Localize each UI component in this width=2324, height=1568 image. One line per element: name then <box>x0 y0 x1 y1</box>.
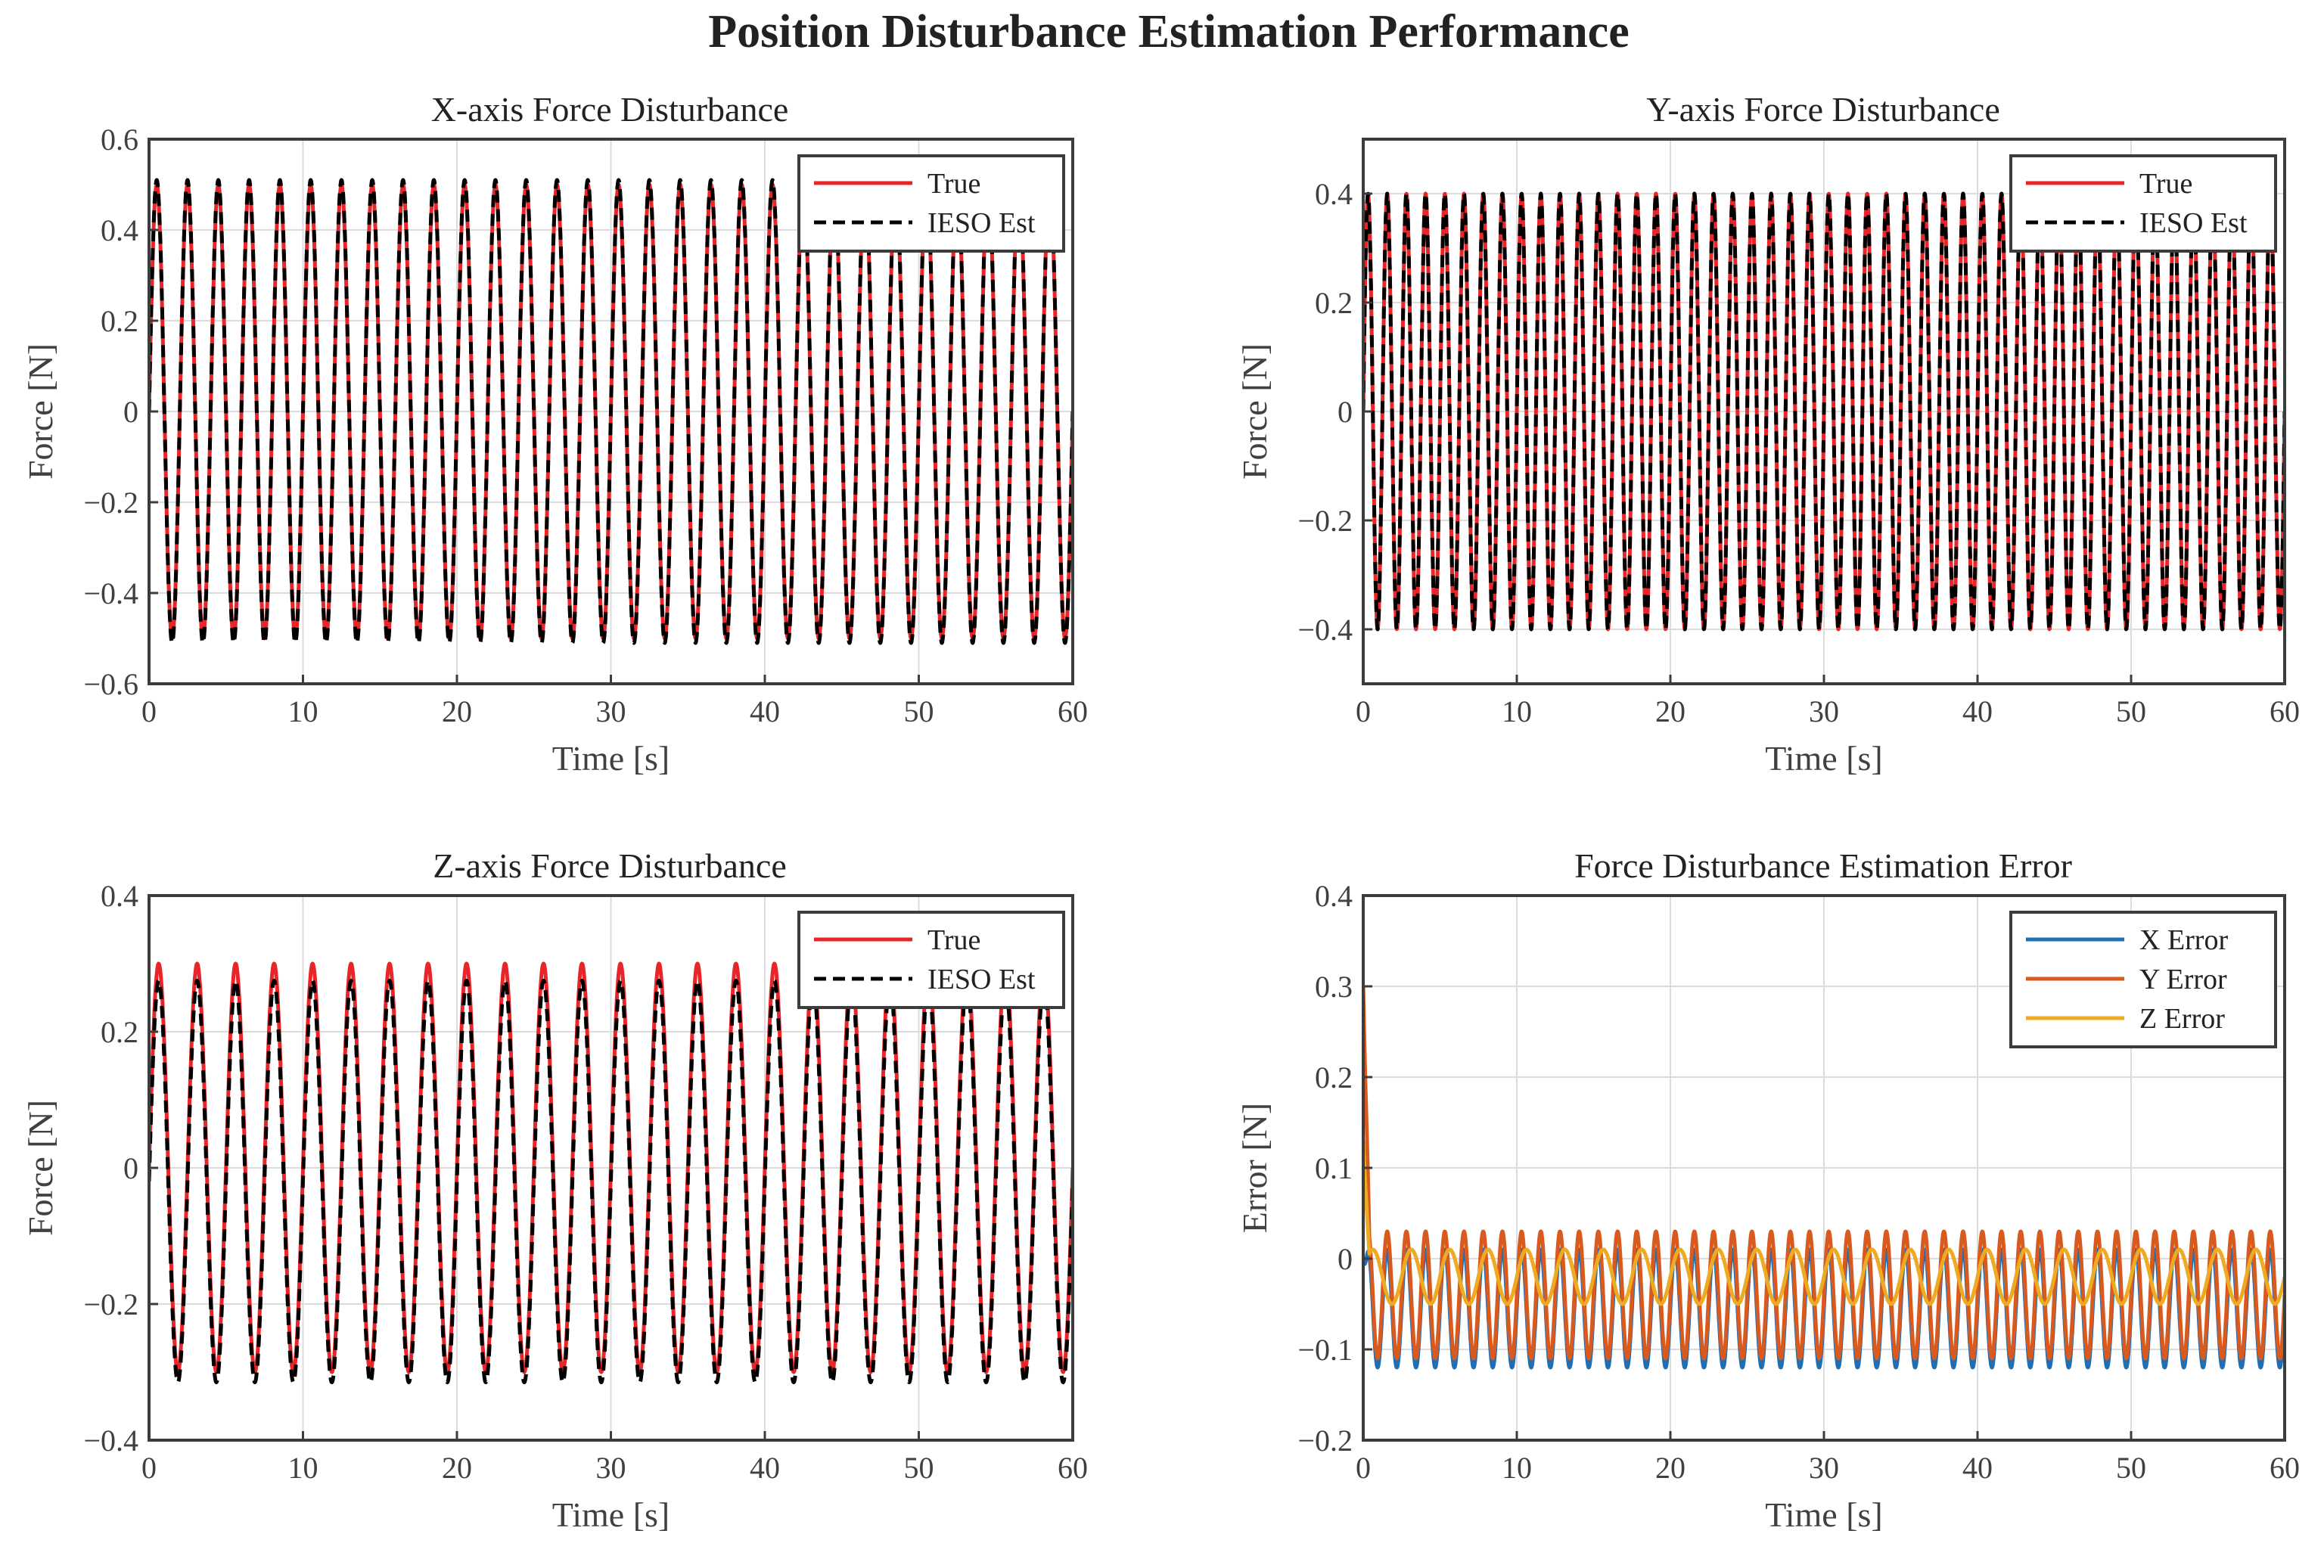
legend-label: IESO Est <box>927 964 1036 995</box>
y-tick-label: 0.2 <box>1315 286 1353 320</box>
x-tick-label: 20 <box>442 1451 472 1485</box>
x-tick-label: 30 <box>1809 694 1839 728</box>
y-tick-label: 0.2 <box>101 1015 138 1049</box>
y-tick-label: 0.6 <box>101 123 138 157</box>
x-axis-label: Time [s] <box>552 1495 670 1534</box>
x-tick-label: 40 <box>1962 694 1993 728</box>
legend-box <box>797 154 1065 253</box>
series-line-y-error <box>1363 986 2285 1361</box>
x-axis-label: Time [s] <box>552 739 670 778</box>
x-tick-label: 40 <box>750 694 780 728</box>
y-tick-label: 0.4 <box>101 213 138 247</box>
legend-label: True <box>2139 168 2192 200</box>
x-tick-label: 30 <box>596 694 626 728</box>
legend: X Error Y Error Z Error <box>2009 911 2277 1048</box>
y-tick-label: −0.2 <box>1297 1424 1353 1458</box>
x-tick-label: 60 <box>2270 1451 2300 1485</box>
panel-y-axis-force: Y-axis Force Disturbance 0 10 20 30 40 50 60 −0… <box>1235 90 2300 778</box>
x-axis-label: Time [s] <box>1765 1495 1883 1534</box>
y-axis-label: Force [N] <box>21 343 60 480</box>
y-tick-label: −0.2 <box>83 1287 138 1321</box>
y-axis-label: Force [N] <box>21 1100 60 1236</box>
y-tick-label: −0.6 <box>83 667 138 701</box>
y-tick-label: 0.1 <box>1315 1151 1353 1185</box>
y-tick-label: 0.2 <box>101 304 138 338</box>
ticks: 0 10 20 30 40 50 60 −0.6 −0.4 −0.2 0 0.2 0.4 0.6 <box>83 123 1088 728</box>
y-tick-label: 0.2 <box>1315 1060 1353 1094</box>
y-tick-label: 0 <box>123 395 138 429</box>
x-tick-label: 40 <box>750 1451 780 1485</box>
y-tick-label: 0 <box>1338 1242 1353 1276</box>
x-tick-label: 10 <box>288 694 318 728</box>
y-tick-label: −0.4 <box>83 576 138 610</box>
ticks: 0 10 20 30 40 50 60 −0.4 −0.2 0 0.2 0.4 <box>1297 177 2300 728</box>
x-tick-label: 50 <box>904 1451 934 1485</box>
series-group <box>149 961 1073 1384</box>
x-tick-label: 20 <box>1655 1451 1686 1485</box>
x-tick-label: 0 <box>141 694 157 728</box>
figure-title: Position Disturbance Estimation Performa… <box>708 6 1629 57</box>
x-tick-label: 10 <box>288 1451 318 1485</box>
ticks: 0 10 20 30 40 50 60 −0.4 −0.2 0 0.2 0.4 <box>83 879 1088 1485</box>
x-tick-label: 30 <box>596 1451 626 1485</box>
legend: True IESO Est <box>2009 154 2277 253</box>
legend-label: X Error <box>2139 924 2228 956</box>
legend-label: IESO Est <box>927 207 1036 239</box>
legend: True IESO Est <box>797 154 1065 253</box>
legend-label: True <box>927 168 980 200</box>
y-tick-label: 0 <box>123 1151 138 1185</box>
series-line-z-error <box>1363 1140 2285 1306</box>
x-axis-label: Time [s] <box>1765 739 1883 778</box>
y-tick-label: −0.2 <box>83 486 138 520</box>
panel-title: Y-axis Force Disturbance <box>1646 90 2000 129</box>
panel-title: X-axis Force Disturbance <box>431 90 789 129</box>
x-tick-label: 0 <box>141 1451 157 1485</box>
legend-label: Z Error <box>2139 1003 2225 1035</box>
legend-box <box>2009 154 2277 253</box>
x-tick-label: 50 <box>2116 1451 2146 1485</box>
y-tick-label: −0.4 <box>83 1424 138 1458</box>
legend-label: Y Error <box>2139 964 2227 995</box>
y-tick-label: 0.4 <box>1315 879 1353 913</box>
legend-label: True <box>927 924 980 956</box>
panel-title: Z-axis Force Disturbance <box>433 846 787 885</box>
ticks: 0 10 20 30 40 50 60 −0.2 −0.1 0 0.1 0.2 0.3 0.4 <box>1297 879 2300 1485</box>
series-line-ieso-est <box>149 979 1073 1384</box>
x-tick-label: 20 <box>442 694 472 728</box>
x-tick-label: 0 <box>1356 694 1371 728</box>
legend-box <box>797 911 1065 1009</box>
y-tick-label: −0.4 <box>1297 613 1353 647</box>
y-tick-label: −0.1 <box>1297 1333 1353 1367</box>
x-tick-label: 40 <box>1962 1451 1993 1485</box>
x-tick-label: 10 <box>1502 694 1532 728</box>
series-group <box>1363 986 2285 1370</box>
panel-title: Force Disturbance Estimation Error <box>1574 846 2072 885</box>
x-tick-label: 60 <box>2270 694 2300 728</box>
y-tick-label: −0.2 <box>1297 504 1353 538</box>
x-tick-label: 60 <box>1058 1451 1088 1485</box>
series-group <box>1363 191 2285 632</box>
y-axis-label: Force [N] <box>1235 343 1274 480</box>
legend-label: IESO Est <box>2139 207 2248 239</box>
x-tick-label: 50 <box>904 694 934 728</box>
panel-estimation-error: Force Disturbance Estimation Error 0 10 20… <box>1235 846 2300 1534</box>
series-group <box>149 178 1073 645</box>
y-tick-label: 0.4 <box>1315 177 1353 211</box>
series-line-ieso-est <box>149 178 1073 645</box>
x-tick-label: 10 <box>1502 1451 1532 1485</box>
y-tick-label: 0 <box>1338 395 1353 429</box>
panel-x-axis-force: X-axis Force Disturbance 0 10 20 30 40 50 60 −0… <box>21 90 1088 778</box>
x-tick-label: 30 <box>1809 1451 1839 1485</box>
legend: True IESO Est <box>797 911 1065 1009</box>
y-tick-label: 0.4 <box>101 879 138 913</box>
series-line-ieso-est <box>1363 191 2285 632</box>
x-tick-label: 0 <box>1356 1451 1371 1485</box>
panel-z-axis-force: Z-axis Force Disturbance 0 10 20 30 40 50 60 −0… <box>21 846 1088 1534</box>
y-axis-label: Error [N] <box>1235 1103 1274 1233</box>
y-tick-label: 0.3 <box>1315 970 1353 1004</box>
x-tick-label: 60 <box>1058 694 1088 728</box>
x-tick-label: 50 <box>2116 694 2146 728</box>
x-tick-label: 20 <box>1655 694 1686 728</box>
